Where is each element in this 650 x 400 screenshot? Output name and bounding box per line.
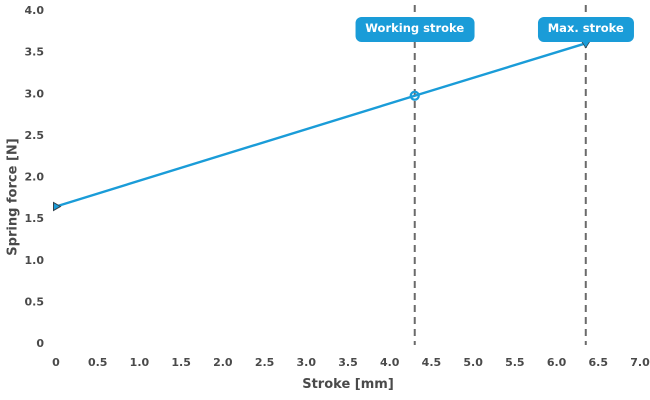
x-axis-title: Stroke [mm] [302,377,394,392]
x-tick-label: 5.5 [505,356,525,369]
y-tick-label: 3.0 [25,87,45,100]
y-tick-label: 2.0 [25,171,45,184]
y-tick-label: 0 [36,337,44,350]
series-line [55,42,587,208]
x-tick-label: 5.0 [463,356,483,369]
x-tick-label: 6.5 [589,356,609,369]
line-start-marker [53,201,62,212]
x-tick-label: 6.0 [547,356,567,369]
x-tick-label: 3.0 [297,356,317,369]
y-tick-label: 0.5 [25,295,45,308]
y-axis-title: Spring force [N] [5,138,21,256]
y-tick-label: 4.0 [25,4,45,17]
y-tick-label: 1.0 [25,254,45,267]
working-stroke-marker [409,90,420,101]
annotation-badge: Working stroke [355,17,475,42]
x-tick-label: 4.5 [422,356,442,369]
y-tick-label: 2.5 [25,129,45,142]
x-tick-label: 1.5 [171,356,191,369]
x-tick-label: 0 [52,356,60,369]
x-tick-label: 2.5 [255,356,275,369]
x-tick-label: 1.0 [130,356,150,369]
y-tick-label: 1.5 [25,212,45,225]
x-tick-label: 0.5 [88,356,108,369]
x-tick-label: 4.0 [380,356,400,369]
x-tick-label: 3.5 [338,356,358,369]
annotation-badge: Max. stroke [537,17,634,42]
x-tick-label: 2.0 [213,356,233,369]
x-tick-label: 7.0 [630,356,650,369]
y-tick-label: 3.5 [25,46,45,59]
